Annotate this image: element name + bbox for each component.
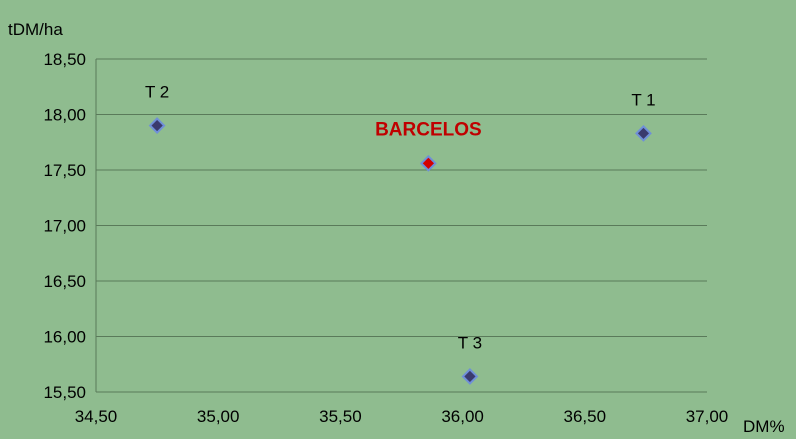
y-tick-label: 18,50 [43,50,86,69]
y-tick-label: 18,00 [43,106,86,125]
x-tick-label: 34,50 [75,407,118,426]
data-label: T 1 [631,90,655,109]
y-tick-label: 15,50 [43,383,86,402]
y-tick-label: 17,00 [43,217,86,236]
x-tick-label: 36,50 [564,407,607,426]
data-label: BARCELOS [375,119,482,140]
data-point [461,368,479,385]
data-points [148,117,652,385]
data-point [635,124,652,142]
data-label: T 3 [458,333,482,352]
y-tick-label: 16,00 [43,328,86,347]
x-tick-label: 37,00 [686,407,729,426]
x-tick-label: 35,50 [319,407,362,426]
y-tick-label: 17,50 [43,161,86,180]
data-point [148,117,166,135]
x-tick-label: 36,00 [441,407,484,426]
gridlines [95,58,707,393]
data-label: T 2 [145,83,169,102]
x-tick-label: 35,00 [197,407,240,426]
y-axis-title: tDM/ha [8,20,63,39]
x-axis-title: DM% [743,417,785,436]
x-tick-labels: 34,50 35,00 35,50 36,00 36,50 37,00 [75,407,729,426]
y-tick-label: 16,50 [43,272,86,291]
data-point [419,154,437,172]
data-labels: T 2 BARCELOS T 1 T 3 [145,83,656,353]
y-tick-labels: 15,50 16,00 16,50 17,00 17,50 18,00 18,50 [43,50,86,402]
